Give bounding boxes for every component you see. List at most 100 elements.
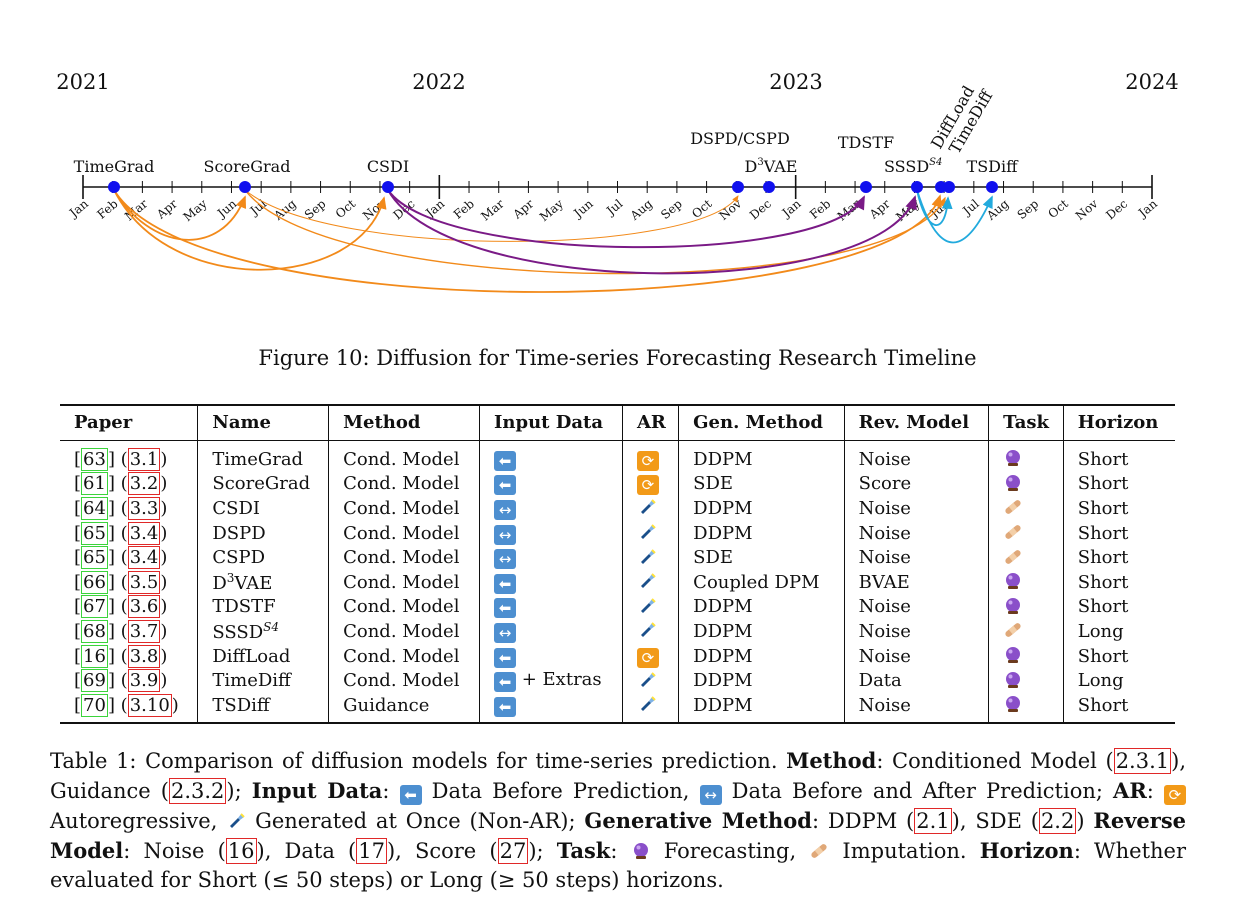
section-link[interactable]: 3.3 — [127, 496, 161, 520]
citation-link[interactable]: 69 — [81, 669, 108, 693]
section-link[interactable]: 3.6 — [127, 595, 161, 619]
citation-link[interactable]: 63 — [81, 447, 108, 471]
section-link[interactable]: 3.2 — [127, 472, 161, 496]
cell-gen-method: DDPM — [678, 594, 845, 620]
cell-method: Cond. Model — [328, 569, 480, 595]
citation-link[interactable]: 65 — [81, 546, 108, 570]
section-link[interactable]: 3.10 — [127, 693, 172, 717]
cell-ar: ⟳ — [621, 471, 679, 497]
caption-text: ), Score ( — [386, 839, 498, 863]
cell-paper: [65] (3.4) — [74, 521, 168, 545]
citation-link[interactable]: 16 — [225, 838, 257, 864]
citation-link[interactable]: 64 — [81, 496, 108, 520]
cell-task — [988, 643, 1064, 669]
cell-name: TSDiff — [197, 692, 329, 724]
citation-link[interactable]: 17 — [356, 838, 387, 864]
section-link[interactable]: 3.4 — [127, 546, 161, 570]
table-header-row: Paper Name Method Input Data AR Gen. Met… — [60, 404, 1175, 441]
citation-link[interactable]: 16 — [81, 644, 108, 668]
caption-bold: Method — [786, 748, 877, 773]
input-extra: + Extras — [521, 669, 602, 691]
cell-rev-model: BVAE — [843, 569, 989, 595]
section-ref-link[interactable]: 2.1 — [914, 808, 952, 834]
section-link[interactable]: 3.1 — [127, 447, 161, 471]
cell-name: TimeGrad — [197, 440, 329, 472]
node-scoregrad — [239, 181, 251, 193]
caption-bold: Task — [556, 838, 611, 863]
left-right-arrow-icon: ↔ — [494, 524, 516, 545]
month-labels: Jan Feb Mar Apr May Jun Jul Aug Sep Oct Nov Dec Jan F… — [65, 196, 1160, 224]
citation-link[interactable]: 70 — [81, 693, 108, 717]
month-label: Jun — [213, 196, 239, 221]
month-label: Dec — [1103, 196, 1130, 222]
cell-task — [988, 440, 1064, 472]
cell-input-data: ↔ — [479, 520, 623, 546]
event-label-sssd: SSSDS4 — [884, 157, 942, 176]
citation-link[interactable]: 27 — [497, 838, 529, 864]
flashlight-icon — [640, 622, 656, 638]
section-ref-link[interactable]: 2.3.2 — [168, 778, 227, 804]
citation-link[interactable]: 61 — [81, 472, 108, 496]
cell-gen-method: DDPM — [678, 440, 845, 472]
header-gen-method: Gen. Method — [678, 404, 845, 441]
cell-horizon: Short — [1062, 643, 1175, 669]
node-csdi — [382, 181, 394, 193]
table-row: [70] (3.10) TSDiff Guidance ⬅ DDPM Noise Short — [60, 692, 1175, 724]
section-link[interactable]: 3.4 — [127, 521, 161, 545]
citation-link[interactable]: 68 — [81, 619, 108, 643]
arc-csdi-tdstf — [387, 189, 865, 249]
year-label-2021: 2021 — [56, 70, 109, 94]
month-label: May — [181, 196, 210, 224]
left-arrow-icon: ⬅ — [399, 785, 422, 805]
citation-link[interactable]: 66 — [81, 570, 108, 594]
event-label-csdi: CSDI — [367, 157, 409, 176]
cell-gen-method: DDPM — [678, 692, 845, 724]
header-horizon: Horizon — [1062, 404, 1175, 441]
month-label: Jul — [959, 196, 982, 219]
caption-text: : DDPM ( — [811, 809, 915, 833]
section-ref-link[interactable]: 2.2 — [1038, 808, 1077, 834]
table-row: [65] (3.4) DSPD Cond. Model ↔ DDPM Noise Short — [60, 520, 1175, 546]
cell-name: TimeDiff — [197, 668, 329, 693]
crystal-ball-icon — [1006, 671, 1021, 688]
crystal-ball-icon — [1006, 573, 1021, 590]
caption-text: : Whether evaluated for Short (≤ 50 step… — [50, 839, 1187, 892]
section-link[interactable]: 3.5 — [127, 570, 161, 594]
crystal-ball-icon — [633, 843, 648, 859]
section-link[interactable]: 3.7 — [127, 619, 161, 643]
month-label: Feb — [94, 196, 120, 221]
left-arrow-icon: ⬅ — [494, 475, 516, 496]
flashlight-icon — [640, 548, 656, 564]
flashlight-icon — [640, 671, 656, 687]
citation-link[interactable]: 67 — [81, 595, 108, 619]
month-label: Jul — [602, 196, 625, 219]
cell-gen-method: DDPM — [678, 643, 845, 669]
cell-horizon: Short — [1062, 496, 1175, 521]
cell-rev-model: Noise — [843, 594, 989, 620]
year-label-2024: 2024 — [1125, 70, 1178, 94]
section-link[interactable]: 3.8 — [127, 644, 161, 668]
cell-ar — [621, 668, 679, 693]
node-dspd — [732, 181, 744, 193]
event-label-dspd-cspd: DSPD/CSPD — [690, 129, 790, 148]
citation-link[interactable]: 65 — [81, 521, 108, 545]
month-label: Mar — [835, 196, 863, 223]
cell-paper: [68] (3.7) — [74, 619, 168, 643]
left-arrow-icon: ⬅ — [494, 598, 516, 619]
bandage-icon — [1005, 525, 1021, 539]
month-label: Oct — [689, 196, 715, 221]
cell-paper: [67] (3.6) — [74, 595, 168, 619]
month-label: Aug — [983, 196, 1011, 223]
section-ref-link[interactable]: 2.3.1 — [1113, 748, 1172, 774]
section-link[interactable]: 3.9 — [127, 669, 161, 693]
month-label: Apr — [866, 196, 893, 222]
month-label: Nov — [1073, 196, 1101, 223]
table-row: [61] (3.2) ScoreGrad Cond. Model ⬅ ⟳ SDE Score… — [60, 471, 1175, 497]
header-rev-model: Rev. Model — [843, 404, 989, 441]
month-label: Sep — [658, 196, 685, 222]
cell-gen-method: SDE — [678, 471, 845, 497]
caption-text: : Noise ( — [123, 839, 226, 863]
flashlight-icon — [640, 696, 656, 712]
cell-method: Cond. Model — [328, 545, 480, 570]
cell-ar — [621, 619, 679, 644]
